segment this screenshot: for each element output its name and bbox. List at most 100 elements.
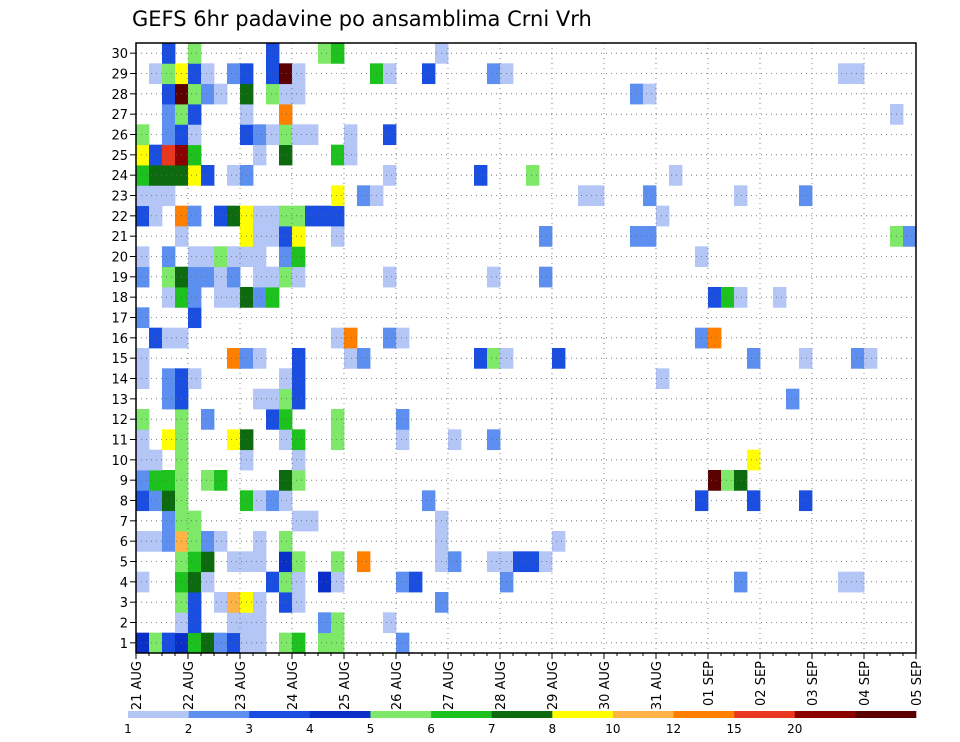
precip-cell xyxy=(292,246,306,268)
precip-cell xyxy=(214,287,228,308)
legend-label: 4 xyxy=(306,722,314,736)
precip-cell xyxy=(214,205,228,227)
precip-cell xyxy=(162,327,176,349)
precip-cell xyxy=(344,327,358,349)
color-legend: 1 2 3 4 5 6 7 8 10 12 15 20 xyxy=(124,711,917,736)
precip-cell xyxy=(734,287,748,308)
precip-cell xyxy=(188,205,202,227)
legend-swatch xyxy=(370,711,432,718)
precip-cell xyxy=(188,531,202,552)
precip-cell xyxy=(591,185,605,207)
precip-cell xyxy=(331,409,345,430)
precip-cell xyxy=(227,287,241,308)
precip-cell xyxy=(201,246,215,268)
precip-cell xyxy=(331,429,345,451)
precip-cell xyxy=(643,226,657,247)
precip-cell xyxy=(331,226,345,247)
precip-cell xyxy=(188,144,202,166)
legend-swatch xyxy=(855,711,917,718)
precip-cell xyxy=(747,348,761,369)
y-tick-label: 11 xyxy=(111,434,128,449)
precip-cell xyxy=(136,205,150,227)
precip-cell xyxy=(162,531,176,552)
precip-cell xyxy=(396,409,410,430)
x-tick-label: 26 AUG xyxy=(390,661,405,710)
precip-cell xyxy=(266,266,280,288)
precip-cell xyxy=(279,470,293,491)
precip-cell xyxy=(331,144,345,166)
legend-swatch xyxy=(673,711,735,718)
precip-cell xyxy=(162,368,176,390)
precip-cell xyxy=(643,185,657,207)
precip-cell xyxy=(656,368,670,390)
precip-cell xyxy=(279,571,293,593)
precip-cell xyxy=(266,409,280,430)
precip-cell xyxy=(279,409,293,430)
precip-cell xyxy=(162,490,176,512)
chart-title: GEFS 6hr padavine po ansamblima Crni Vrh xyxy=(132,7,592,31)
precip-cell xyxy=(227,205,241,227)
precip-cell xyxy=(188,571,202,593)
precip-cell xyxy=(253,531,267,552)
legend-swatch xyxy=(734,711,796,718)
precip-cell xyxy=(487,266,501,288)
precip-cell xyxy=(162,124,176,146)
grid-lines xyxy=(135,43,917,653)
legend-label: 2 xyxy=(185,722,193,736)
y-axis: 1234567891011121314151617181920212223242… xyxy=(111,47,136,652)
y-tick-label: 4 xyxy=(120,576,128,591)
legend-label: 10 xyxy=(605,722,620,736)
precip-cell xyxy=(721,287,735,308)
x-tick-label: 28 AUG xyxy=(494,661,509,710)
precip-cell xyxy=(253,246,267,268)
precip-cell xyxy=(188,43,202,64)
x-tick-label: 23 AUG xyxy=(234,661,249,710)
y-tick-label: 26 xyxy=(111,129,128,144)
precip-cell xyxy=(526,165,540,186)
precip-cell xyxy=(734,185,748,207)
precip-cell xyxy=(253,348,267,369)
x-tick-label: 21 AUG xyxy=(130,661,145,710)
precip-cell xyxy=(292,510,306,532)
precip-cell xyxy=(383,266,397,288)
precip-cell xyxy=(136,632,150,654)
precip-cell xyxy=(253,490,267,512)
precip-cell xyxy=(279,490,293,512)
y-tick-label: 25 xyxy=(111,149,128,164)
precip-cell xyxy=(331,43,345,64)
precip-cell xyxy=(799,490,813,512)
precip-cell xyxy=(279,266,293,288)
precip-cell xyxy=(799,185,813,207)
precip-cell xyxy=(747,449,761,471)
x-tick-label: 31 AUG xyxy=(650,661,665,710)
y-tick-label: 6 xyxy=(120,535,128,550)
precip-cell xyxy=(292,368,306,390)
precip-cell xyxy=(292,551,306,573)
precip-cell xyxy=(279,246,293,268)
legend-label: 1 xyxy=(124,722,132,736)
precip-cell xyxy=(344,144,358,166)
precip-cell xyxy=(149,632,163,654)
precip-cell xyxy=(708,470,722,491)
y-tick-label: 13 xyxy=(111,393,128,408)
legend-label: 5 xyxy=(367,722,375,736)
precip-cell xyxy=(734,571,748,593)
precip-cell xyxy=(227,429,241,451)
precip-cell xyxy=(149,205,163,227)
precip-cell xyxy=(201,531,215,552)
precip-cell xyxy=(201,632,215,654)
precip-cell xyxy=(136,449,150,471)
legend-swatch xyxy=(552,711,614,718)
precip-cell xyxy=(318,43,332,64)
precip-cell xyxy=(539,266,553,288)
precip-cell xyxy=(279,63,293,85)
precip-cell xyxy=(136,185,150,207)
precip-cell xyxy=(162,165,176,186)
precip-cell xyxy=(734,470,748,491)
precip-cell xyxy=(162,388,176,410)
precip-cell xyxy=(838,571,852,593)
precip-cell xyxy=(279,429,293,451)
x-tick-label: 25 AUG xyxy=(338,661,353,710)
y-tick-label: 5 xyxy=(120,556,128,571)
precip-cell xyxy=(188,612,202,634)
